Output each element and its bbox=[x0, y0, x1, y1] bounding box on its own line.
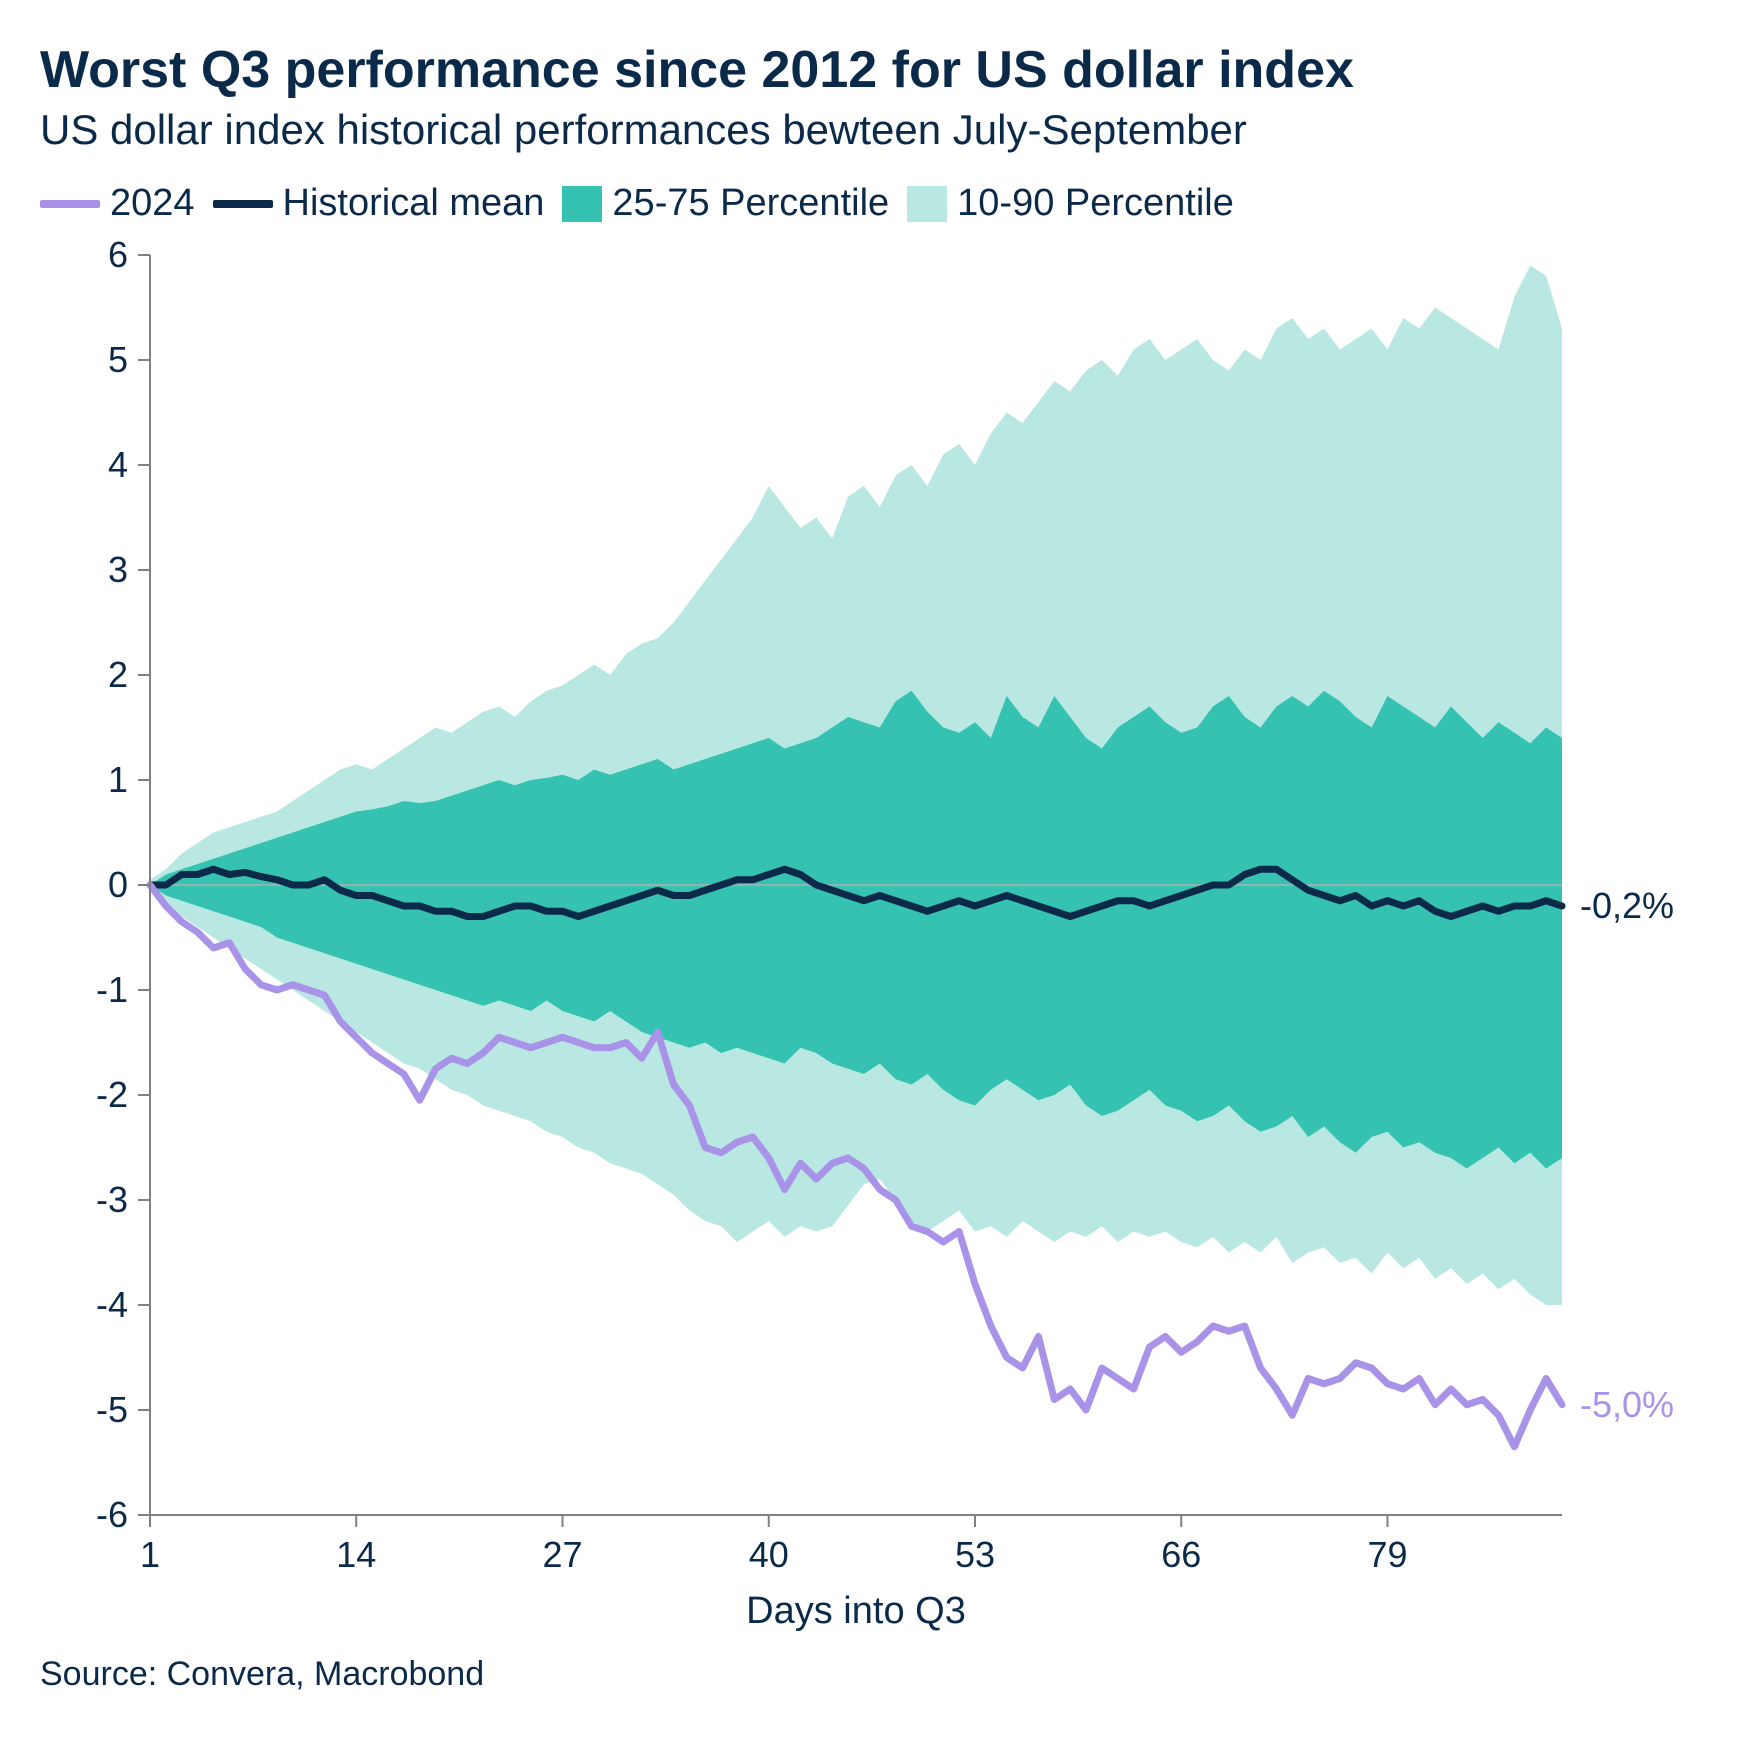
y-tick-label: 4 bbox=[108, 444, 128, 485]
legend-swatch-2024 bbox=[40, 200, 100, 208]
legend-swatch-10-90 bbox=[907, 186, 947, 222]
x-tick-label: 40 bbox=[749, 1534, 789, 1575]
y-tick-label: -5 bbox=[96, 1389, 128, 1430]
legend-label-10-90: 10-90 Percentile bbox=[957, 182, 1234, 225]
y-tick-label: 6 bbox=[108, 235, 128, 275]
legend-item-mean: Historical mean bbox=[213, 182, 545, 225]
y-tick-label: 5 bbox=[108, 339, 128, 380]
x-tick-label: 14 bbox=[336, 1534, 376, 1575]
chart-subtitle: US dollar index historical performances … bbox=[40, 106, 1712, 154]
x-tick-label: 66 bbox=[1161, 1534, 1201, 1575]
chart-area: -6 -5 -4 -3 -2 -1 0 1 2 3 4 5 6 1 14 27 40 53 66 79 Days int… bbox=[40, 235, 1712, 1635]
y-tick-label: 0 bbox=[108, 864, 128, 905]
y-tick-label: -1 bbox=[96, 969, 128, 1010]
legend-swatch-mean bbox=[213, 200, 273, 208]
legend-label-2024: 2024 bbox=[110, 182, 195, 225]
legend: 2024 Historical mean 25-75 Percentile 10… bbox=[40, 182, 1712, 225]
x-axis-label: Days into Q3 bbox=[746, 1590, 966, 1632]
x-tick-label: 79 bbox=[1367, 1534, 1407, 1575]
y-tick-label: 1 bbox=[108, 759, 128, 800]
legend-label-25-75: 25-75 Percentile bbox=[612, 182, 889, 225]
x-tick-label: 53 bbox=[955, 1534, 995, 1575]
y-tick-label: 3 bbox=[108, 549, 128, 590]
x-tick-label: 1 bbox=[140, 1534, 160, 1575]
y-tick-label: -4 bbox=[96, 1284, 128, 1325]
end-label-mean: -0,2% bbox=[1580, 885, 1674, 926]
x-tick-label: 27 bbox=[542, 1534, 582, 1575]
legend-item-10-90: 10-90 Percentile bbox=[907, 182, 1234, 225]
y-tick-label: -3 bbox=[96, 1179, 128, 1220]
y-tick-label: -6 bbox=[96, 1494, 128, 1535]
chart-svg: -6 -5 -4 -3 -2 -1 0 1 2 3 4 5 6 1 14 27 40 53 66 79 Days int… bbox=[40, 235, 1712, 1635]
chart-title: Worst Q3 performance since 2012 for US d… bbox=[40, 40, 1712, 100]
legend-item-2024: 2024 bbox=[40, 182, 195, 225]
legend-label-mean: Historical mean bbox=[283, 182, 545, 225]
legend-swatch-25-75 bbox=[562, 186, 602, 222]
y-tick-label: 2 bbox=[108, 654, 128, 695]
end-label-2024: -5,0% bbox=[1580, 1384, 1674, 1425]
source-text: Source: Convera, Macrobond bbox=[40, 1655, 1712, 1694]
y-tick-label: -2 bbox=[96, 1074, 128, 1115]
legend-item-25-75: 25-75 Percentile bbox=[562, 182, 889, 225]
